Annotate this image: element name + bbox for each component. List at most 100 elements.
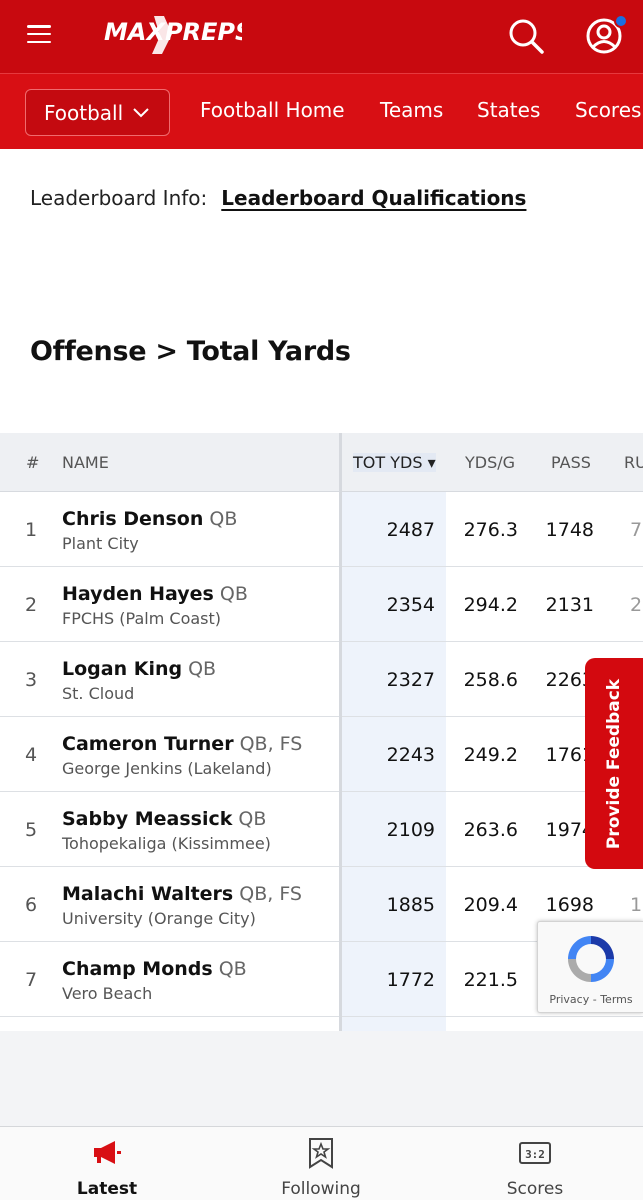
cell-tot-yds: 2487 bbox=[386, 519, 435, 541]
player-name-text: Malachi Walters bbox=[62, 883, 234, 905]
row-rank: 3 bbox=[25, 669, 38, 691]
cell-pass: 1698 bbox=[545, 894, 594, 916]
header-yds-per-game[interactable]: YDS/G bbox=[465, 453, 516, 472]
player-name-text: Champ Monds bbox=[62, 958, 213, 980]
table-header: # NAME TOT YDS ▾ YDS/G PASS RU bbox=[0, 433, 643, 492]
notification-dot bbox=[614, 14, 628, 28]
header-rush[interactable]: RU bbox=[624, 453, 643, 472]
recaptcha-links[interactable]: Privacy - Terms bbox=[549, 993, 633, 1006]
cell-pass: 2131 bbox=[545, 594, 594, 616]
leaderboard-info-label: Leaderboard Info: bbox=[30, 186, 208, 210]
player-school[interactable]: George Jenkins (Lakeland) bbox=[62, 759, 272, 778]
cell-tot-yds: 2109 bbox=[386, 819, 435, 841]
nav-teams[interactable]: Teams bbox=[380, 98, 444, 122]
player-name[interactable]: Sabby Meassick QB bbox=[62, 808, 266, 830]
row-rank: 4 bbox=[25, 744, 38, 766]
nav-scores[interactable]: Scores bbox=[575, 98, 642, 122]
player-school[interactable]: St. Cloud bbox=[62, 684, 135, 703]
player-name-text: Hayden Hayes bbox=[62, 583, 214, 605]
row-rank: 5 bbox=[25, 819, 38, 841]
recaptcha-badge[interactable]: Privacy - Terms bbox=[537, 921, 643, 1013]
cell-yds-per-game: 249.2 bbox=[463, 744, 518, 766]
cell-yds-per-game: 294.2 bbox=[463, 594, 518, 616]
row-rank: 2 bbox=[25, 594, 38, 616]
cell-pass: 1748 bbox=[545, 519, 594, 541]
tab-latest-label: Latest bbox=[76, 1179, 138, 1199]
table-row[interactable]: 4 Cameron Turner QB, FS George Jenkins (Lak… bbox=[0, 717, 643, 792]
cell-pass: 1761 bbox=[545, 744, 594, 766]
frozen-column-divider bbox=[339, 433, 342, 1031]
nav-football-home[interactable]: Football Home bbox=[200, 98, 345, 122]
player-name[interactable]: Chris Denson QB bbox=[62, 508, 237, 530]
table-row[interactable]: 2 Hayden Hayes QB FPCHS (Palm Coast) 2354 294… bbox=[0, 567, 643, 642]
nav-states[interactable]: States bbox=[477, 98, 541, 122]
sport-dropdown-label: Football bbox=[44, 100, 124, 125]
tab-following-label: Following bbox=[281, 1179, 361, 1199]
tab-latest[interactable]: Latest bbox=[0, 1127, 214, 1200]
cell-tot-yds: 2327 bbox=[386, 669, 435, 691]
table-row[interactable]: 5 Sabby Meassick QB Tohopekaliga (Kissimmee… bbox=[0, 792, 643, 867]
star-bookmark-icon bbox=[309, 1138, 333, 1169]
table-row[interactable]: 3 Logan King QB St. Cloud 2327 258.6 2263 bbox=[0, 642, 643, 717]
player-name[interactable]: Hayden Hayes QB bbox=[62, 583, 248, 605]
hamburger-icon[interactable] bbox=[27, 22, 51, 46]
header-name[interactable]: NAME bbox=[62, 453, 109, 472]
sport-dropdown[interactable]: Football bbox=[25, 89, 170, 136]
player-position: QB, FS bbox=[239, 733, 303, 755]
cell-yds-per-game: 258.6 bbox=[463, 669, 518, 691]
section-title: Offense > Total Yards bbox=[30, 336, 351, 367]
player-position: QB bbox=[218, 958, 247, 980]
page-footer-area bbox=[0, 1031, 643, 1126]
cell-yds-per-game: 221.5 bbox=[463, 969, 518, 991]
tab-following[interactable]: Following bbox=[214, 1127, 428, 1200]
header-tot-yds[interactable]: TOT YDS ▾ bbox=[353, 453, 436, 472]
cell-pass: 2263 bbox=[545, 669, 594, 691]
header-pass[interactable]: PASS bbox=[551, 453, 591, 472]
recaptcha-icon bbox=[568, 936, 614, 982]
svg-text:3:2: 3:2 bbox=[525, 1148, 545, 1161]
table-row[interactable]: 1 Chris Denson QB Plant City 2487 276.3 1748 7 bbox=[0, 492, 643, 567]
player-name[interactable]: Logan King QB bbox=[62, 658, 216, 680]
player-position: QB bbox=[219, 583, 248, 605]
chevron-down-icon bbox=[133, 107, 149, 117]
bottom-tab-bar: Latest Following 3:2 Scores bbox=[0, 1126, 643, 1200]
player-position: QB, FS bbox=[239, 883, 302, 905]
leaderboard-qualifications-link[interactable]: Leaderboard Qualifications bbox=[221, 186, 527, 210]
player-name[interactable]: Cameron Turner QB, FS bbox=[62, 733, 302, 755]
top-bar: MAXPREPS bbox=[0, 0, 643, 73]
cell-pass: 1974 bbox=[545, 819, 594, 841]
cell-rush: 1 bbox=[630, 894, 643, 916]
search-icon[interactable] bbox=[506, 16, 546, 56]
user-circle-icon[interactable] bbox=[583, 14, 627, 58]
table-row[interactable]: 6 Malachi Walters QB, FS University (Orange… bbox=[0, 867, 643, 942]
header-rank: # bbox=[26, 453, 40, 472]
maxpreps-logo[interactable]: MAXPREPS bbox=[102, 10, 252, 58]
player-school[interactable]: Vero Beach bbox=[62, 984, 153, 1003]
tab-scores-label: Scores bbox=[506, 1179, 564, 1199]
player-position: QB bbox=[238, 808, 267, 830]
player-name[interactable]: Champ Monds QB bbox=[62, 958, 247, 980]
player-position: QB bbox=[209, 508, 238, 530]
player-position: QB bbox=[188, 658, 217, 680]
player-name[interactable]: Malachi Walters QB, FS bbox=[62, 883, 302, 905]
row-rank: 1 bbox=[25, 519, 38, 541]
cell-yds-per-game: 276.3 bbox=[463, 519, 518, 541]
player-school[interactable]: Tohopekaliga (Kissimmee) bbox=[62, 834, 271, 853]
leaderboard-info: Leaderboard Info: Leaderboard Qualificati… bbox=[30, 186, 526, 210]
cell-tot-yds: 2354 bbox=[386, 594, 435, 616]
cell-yds-per-game: 263.6 bbox=[463, 819, 518, 841]
player-school[interactable]: University (Orange City) bbox=[62, 909, 256, 928]
player-school[interactable]: Plant City bbox=[62, 534, 139, 553]
player-school[interactable]: FPCHS (Palm Coast) bbox=[62, 609, 222, 628]
table-row[interactable]: 7 Champ Monds QB Vero Beach 1772 221.5 bbox=[0, 942, 643, 1017]
tab-scores[interactable]: 3:2 Scores bbox=[428, 1127, 642, 1200]
megaphone-icon bbox=[94, 1141, 121, 1164]
cell-tot-yds: 1772 bbox=[386, 969, 435, 991]
cell-tot-yds: 1885 bbox=[386, 894, 435, 916]
player-name-text: Chris Denson bbox=[62, 508, 204, 530]
provide-feedback-button[interactable]: Provide Feedback bbox=[585, 658, 643, 869]
sport-subnav: Football Football Home Teams States Scor… bbox=[0, 73, 643, 149]
leaderboard-table: # NAME TOT YDS ▾ YDS/G PASS RU 1 Chris De… bbox=[0, 433, 643, 1031]
cell-rush: 7 bbox=[630, 519, 643, 541]
